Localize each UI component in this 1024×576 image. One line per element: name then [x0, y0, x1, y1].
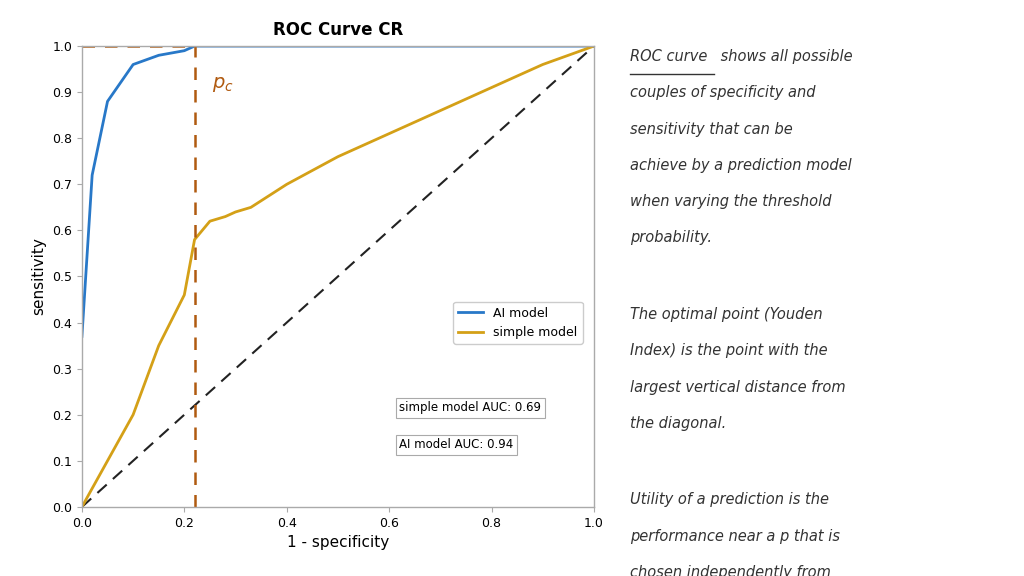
Line: simple model: simple model [82, 46, 594, 507]
Text: couples of specificity and: couples of specificity and [630, 85, 815, 100]
AI model [383, 43, 395, 50]
simple model [188, 236, 201, 243]
AI model [537, 43, 549, 50]
simple model [219, 213, 231, 220]
Title: ROC Curve CR: ROC Curve CR [272, 21, 403, 39]
Text: The optimal point (Youden: The optimal point (Youden [630, 307, 822, 322]
simple model [153, 342, 165, 349]
simple model [127, 411, 139, 418]
simple model [332, 153, 344, 160]
AI model [101, 98, 114, 105]
AI model [153, 52, 165, 59]
simple model [281, 181, 293, 188]
Y-axis label: sensitivity: sensitivity [32, 237, 47, 316]
Text: probability.: probability. [630, 230, 712, 245]
Text: performance near a p that is: performance near a p that is [630, 529, 840, 544]
simple model [229, 209, 242, 215]
AI model [178, 47, 190, 54]
Text: the diagonal.: the diagonal. [630, 416, 726, 431]
AI model [281, 43, 293, 50]
simple model [434, 107, 446, 114]
AI model [86, 172, 98, 179]
X-axis label: 1 - specificity: 1 - specificity [287, 535, 389, 550]
Text: simple model AUC: 0.69: simple model AUC: 0.69 [399, 401, 542, 414]
Text: Utility of a prediction is the: Utility of a prediction is the [630, 492, 828, 507]
Line: AI model: AI model [82, 46, 594, 336]
simple model [588, 43, 600, 50]
simple model [383, 130, 395, 137]
AI model [588, 43, 600, 50]
simple model [101, 457, 114, 464]
simple model [537, 61, 549, 68]
Text: largest vertical distance from: largest vertical distance from [630, 380, 846, 395]
AI model [188, 43, 201, 50]
Text: when varying the threshold: when varying the threshold [630, 194, 831, 209]
Legend: AI model, simple model: AI model, simple model [454, 302, 583, 344]
simple model [485, 84, 498, 91]
AI model [434, 43, 446, 50]
AI model [127, 61, 139, 68]
Text: shows all possible: shows all possible [716, 49, 852, 64]
AI model [332, 43, 344, 50]
AI model [485, 43, 498, 50]
Text: $p_c$: $p_c$ [212, 74, 234, 93]
Text: Index) is the point with the: Index) is the point with the [630, 343, 827, 358]
simple model [245, 204, 257, 211]
AI model [76, 333, 88, 340]
simple model [178, 291, 190, 298]
Text: ROC curve: ROC curve [630, 49, 708, 64]
Text: chosen independently from: chosen independently from [630, 565, 830, 576]
simple model [204, 218, 216, 225]
Text: sensitivity that can be: sensitivity that can be [630, 122, 793, 137]
AI model [204, 43, 216, 50]
simple model [76, 503, 88, 510]
AI model [229, 43, 242, 50]
simple model [86, 485, 98, 492]
Text: AI model AUC: 0.94: AI model AUC: 0.94 [399, 438, 514, 451]
Text: achieve by a prediction model: achieve by a prediction model [630, 158, 852, 173]
